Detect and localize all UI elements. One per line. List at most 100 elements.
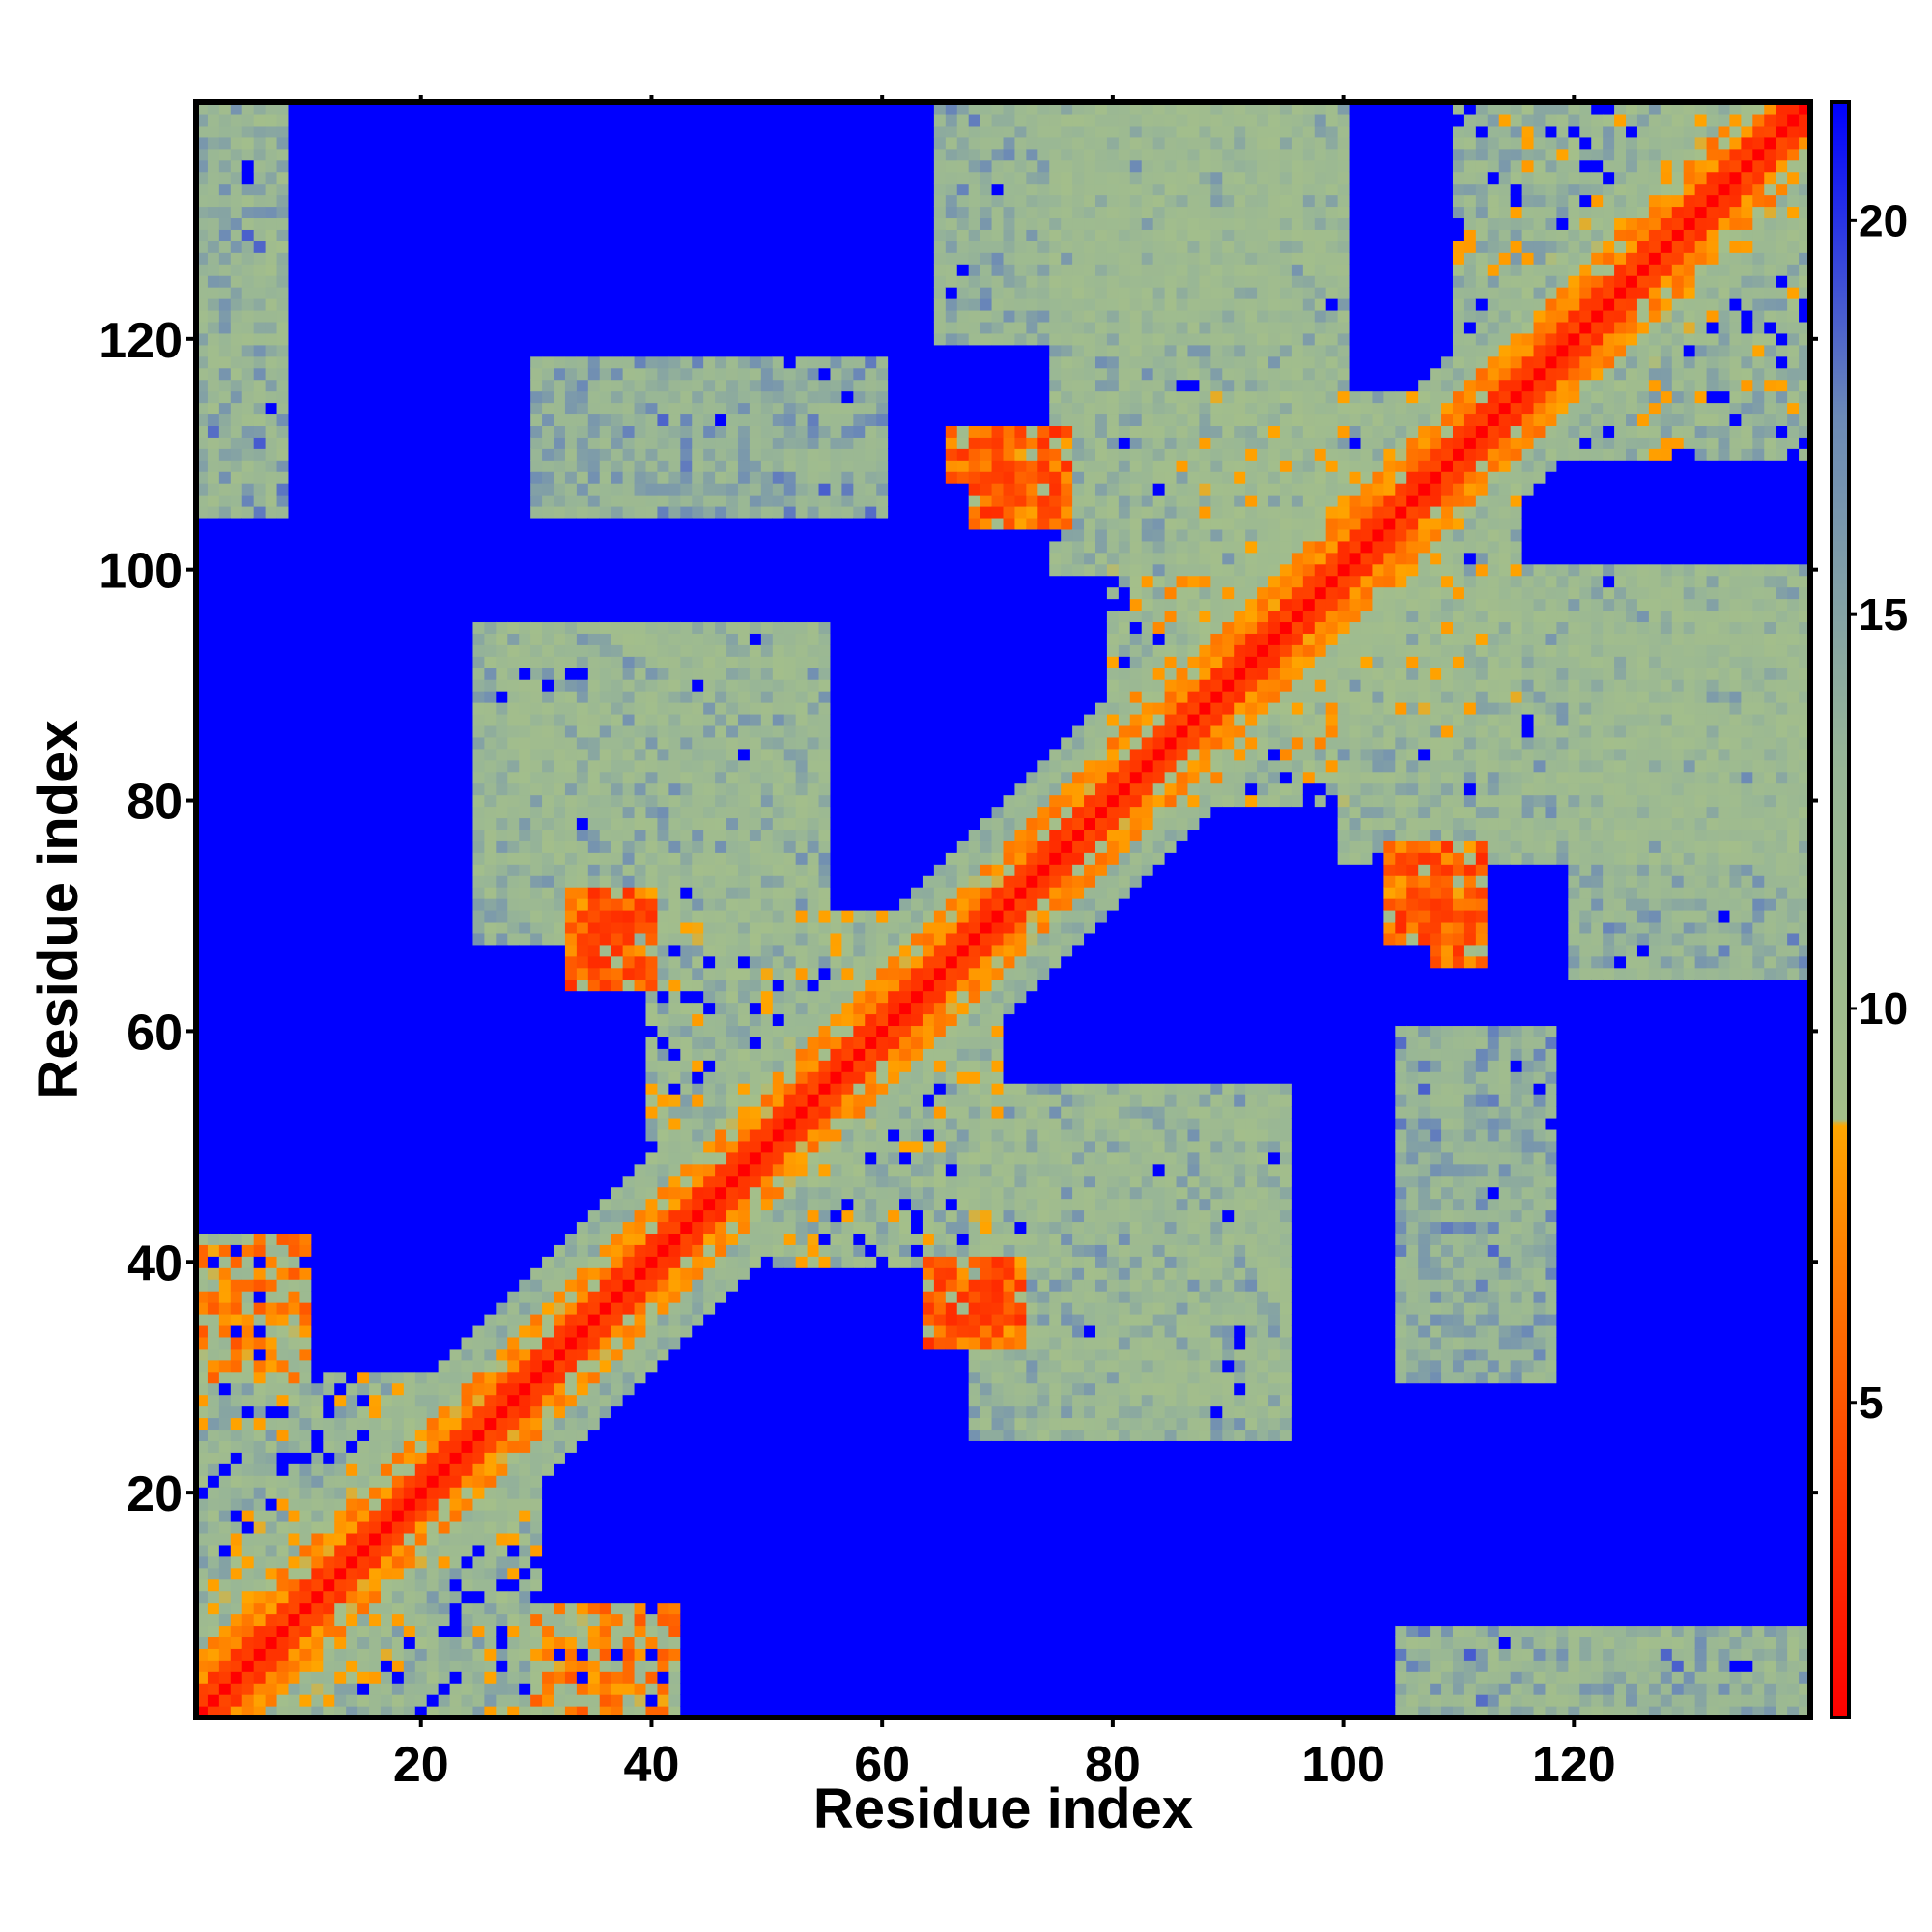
heatmap-cell	[414, 679, 428, 692]
heatmap-cell	[507, 1660, 520, 1672]
heatmap-cell	[414, 217, 428, 230]
heatmap-cell	[288, 1613, 301, 1627]
heatmap-cell	[391, 736, 405, 750]
heatmap-cell	[323, 1636, 335, 1649]
heatmap-cell	[288, 1382, 301, 1396]
heatmap-cell	[587, 1648, 601, 1661]
heatmap-cell	[380, 171, 393, 185]
heatmap-cell	[380, 1394, 393, 1407]
heatmap-cell	[599, 887, 612, 899]
heatmap-cell	[519, 644, 531, 657]
heatmap-cell	[334, 1324, 347, 1338]
heatmap-cell	[449, 275, 463, 288]
heatmap-cell	[496, 517, 508, 530]
heatmap-cell	[288, 1221, 301, 1234]
heatmap-cell	[484, 1117, 497, 1130]
heatmap-cell	[265, 1590, 278, 1604]
heatmap-cell	[426, 840, 440, 853]
heatmap-cell	[253, 1648, 267, 1661]
heatmap-cell	[357, 287, 370, 299]
heatmap-cell	[334, 1371, 347, 1384]
heatmap-cell	[426, 1336, 440, 1350]
heatmap-cell	[507, 759, 520, 773]
heatmap-cell	[196, 1544, 209, 1557]
heatmap-cell	[288, 1510, 301, 1522]
heatmap-cell	[253, 1440, 267, 1453]
heatmap-cell	[449, 1555, 463, 1569]
heatmap-cell	[530, 875, 543, 888]
heatmap-cell	[242, 633, 255, 645]
heatmap-cell	[530, 1359, 543, 1373]
heatmap-cell	[438, 1291, 451, 1303]
heatmap-cell	[542, 148, 554, 161]
heatmap-cell	[346, 586, 358, 600]
heatmap-cell	[276, 898, 290, 911]
heatmap-cell	[357, 264, 370, 276]
heatmap-cell	[438, 1279, 451, 1292]
heatmap-cell	[484, 1417, 497, 1431]
heatmap-cell	[484, 402, 497, 415]
heatmap-cell	[461, 1198, 474, 1211]
heatmap-cell	[530, 1429, 543, 1441]
heatmap-cell	[587, 702, 601, 715]
heatmap-cell	[519, 1279, 531, 1292]
heatmap-cell	[276, 1071, 290, 1084]
heatmap-cell	[554, 344, 566, 357]
heatmap-cell	[311, 125, 324, 138]
heatmap-cell	[357, 644, 370, 657]
heatmap-cell	[253, 171, 267, 185]
heatmap-cell	[507, 633, 520, 645]
heatmap-cell	[414, 483, 428, 496]
heatmap-cell	[276, 771, 290, 784]
heatmap-cell	[288, 1348, 301, 1361]
heatmap-cell	[519, 159, 531, 173]
heatmap-cell	[299, 171, 312, 185]
heatmap-cell	[507, 1544, 520, 1557]
heatmap-cell	[380, 1510, 393, 1522]
heatmap-cell	[414, 1487, 428, 1499]
heatmap-cell	[334, 125, 347, 138]
heatmap-cell	[461, 102, 474, 115]
heatmap-cell	[403, 898, 416, 911]
heatmap-cell	[438, 540, 451, 554]
heatmap-cell	[265, 1048, 278, 1061]
heatmap-cell	[484, 1048, 497, 1061]
heatmap-cell	[496, 136, 508, 150]
heatmap-cell	[438, 748, 451, 761]
heatmap-cell	[242, 1544, 255, 1557]
heatmap-cell	[391, 598, 405, 611]
heatmap-cell	[253, 1578, 267, 1592]
heatmap-cell	[472, 679, 485, 692]
heatmap-cell	[242, 1128, 255, 1142]
heatmap-cell	[391, 1683, 405, 1695]
heatmap-cell	[346, 1660, 358, 1672]
heatmap-cell	[484, 1636, 497, 1649]
heatmap-cell	[357, 390, 370, 404]
heatmap-cell	[472, 840, 485, 853]
heatmap-cell	[587, 298, 601, 311]
heatmap-cell	[576, 1578, 589, 1592]
heatmap-cell	[276, 1117, 290, 1130]
heatmap-cell	[230, 483, 243, 496]
heatmap-cell	[369, 1671, 382, 1684]
heatmap-cell	[438, 1463, 451, 1476]
heatmap-cell	[380, 1083, 393, 1095]
heatmap-cell	[449, 656, 463, 668]
heatmap-cell	[346, 125, 358, 138]
heatmap-cell	[461, 1475, 474, 1488]
heatmap-cell	[230, 1117, 243, 1130]
heatmap-cell	[218, 1510, 232, 1522]
heatmap-cell	[599, 736, 612, 750]
heatmap-cell	[414, 159, 428, 173]
heatmap-cell	[230, 1025, 243, 1037]
heatmap-cell	[472, 136, 485, 150]
heatmap-cell	[403, 1694, 416, 1707]
heatmap-cell	[207, 1510, 220, 1522]
heatmap-cell	[542, 390, 554, 404]
heatmap-cell	[196, 1336, 209, 1350]
heatmap-cell	[587, 990, 601, 1004]
heatmap-cell	[380, 194, 393, 208]
heatmap-cell	[587, 794, 601, 808]
heatmap-cell	[403, 1175, 416, 1188]
heatmap-cell	[519, 1510, 531, 1522]
